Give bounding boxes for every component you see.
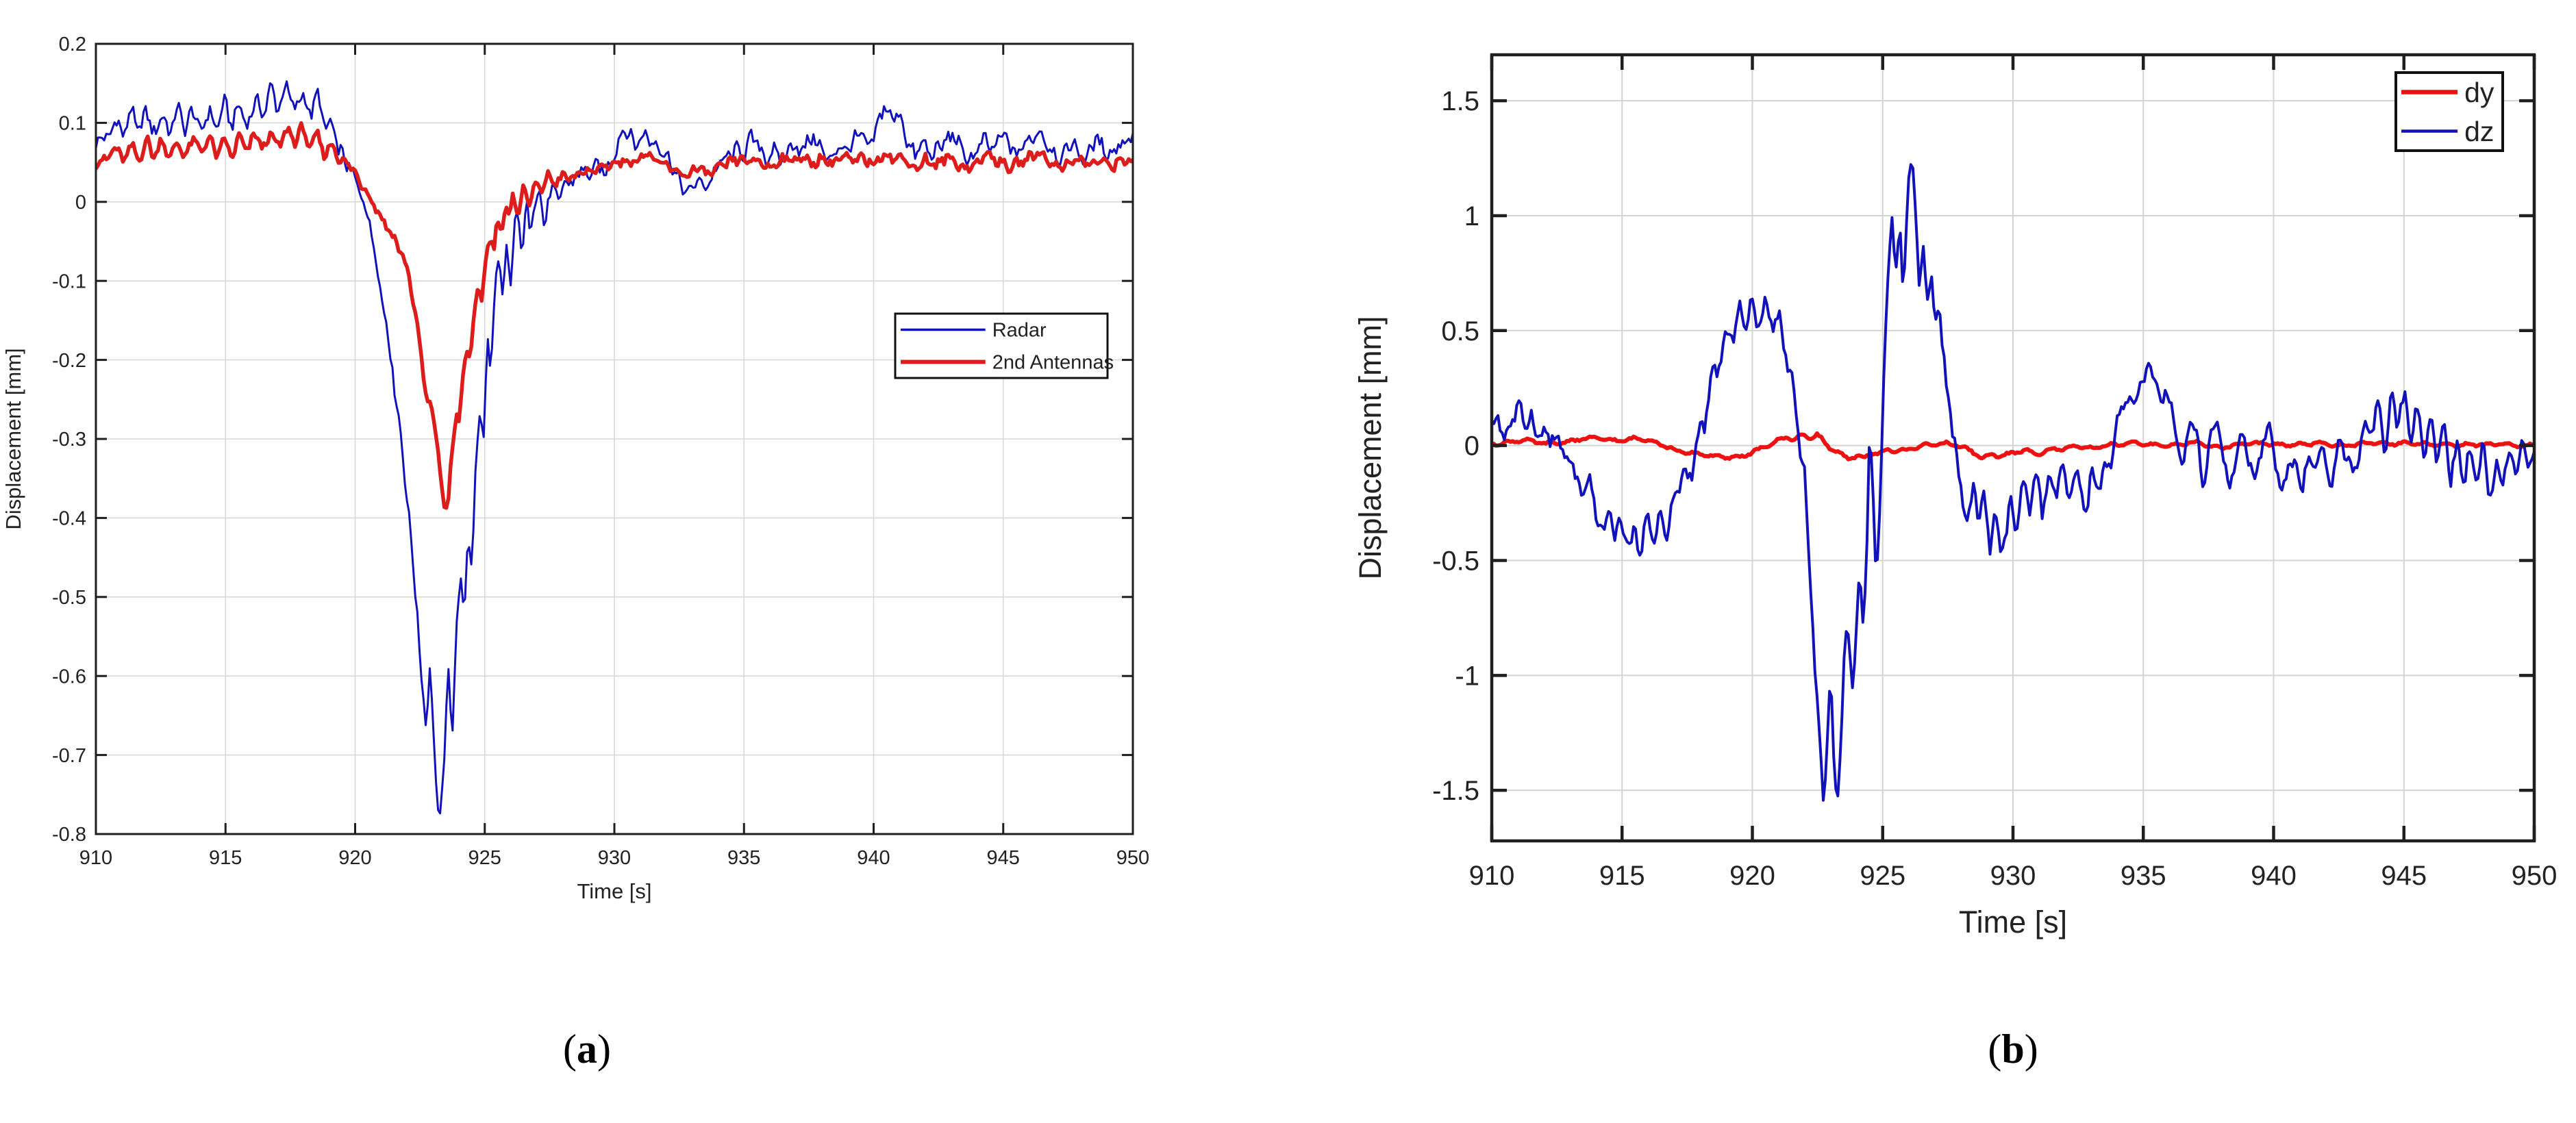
- chart-a-legend-label-Radar: Radar: [992, 320, 1047, 342]
- chart-b-figure: 910 915 920 925 930 935 940 945 950 1.5 1 0.5 0 -0.5 -…: [1336, 0, 2576, 1072]
- chart-a-ytick-label: -0.1: [52, 270, 86, 292]
- chart-a-xtick-label: 930: [598, 847, 631, 869]
- chart-b-xtick-label: 950: [2512, 861, 2558, 891]
- chart-a-ytick-labels: 0.2 0.1 0 -0.1 -0.2 -0.3 -0.4 -0.5 -0.6 -0.7 -0.8: [52, 34, 86, 846]
- chart-a-xtick-labels: 910 915 920 925 930 935 940 945 950: [79, 847, 1149, 869]
- chart-b-legend-box: [2394, 71, 2504, 152]
- chart-b-ytick-label: 1: [1464, 201, 1479, 231]
- chart-a-ytick-label: -0.8: [52, 824, 86, 846]
- chart-b-ylabel: Displacement [mm]: [1353, 316, 1388, 579]
- caption-b-close-paren: ): [2024, 1026, 2038, 1072]
- chart-a-xtick-label: 925: [468, 847, 501, 869]
- chart-a-legend-label-2nd Antennas: 2nd Antennas: [992, 352, 1114, 374]
- chart-a-ytick-label: -0.3: [52, 429, 86, 451]
- chart-b-ytick-label: 1.5: [1441, 86, 1479, 116]
- chart-b-plot: 910 915 920 925 930 935 940 945 950 1.5 1 0.5 0 -0.5 -…: [1353, 53, 2558, 939]
- chart-a-ytick-label: 0: [75, 192, 86, 214]
- chart-b-xtick-label: 945: [2381, 861, 2427, 891]
- chart-b-xtick-label: 915: [1599, 861, 1645, 891]
- chart-b-ytick-label: -1.5: [1432, 776, 1479, 806]
- caption-a-letter: a: [577, 1026, 597, 1072]
- chart-a-xtick-label: 935: [727, 847, 760, 869]
- chart-b-xtick-label: 930: [1990, 861, 2036, 891]
- chart-b-ytick-labels: 1.5 1 0.5 0 -0.5 -1 -1.5: [1432, 86, 1479, 806]
- chart-a-xtick-label: 915: [209, 847, 242, 869]
- chart-a-ytick-label: -0.5: [52, 587, 86, 609]
- chart-a-xtick-label: 950: [1116, 847, 1149, 869]
- chart-b-xtick-labels: 910 915 920 925 930 935 940 945 950: [1469, 861, 2558, 891]
- caption-b: (b): [1492, 1026, 2534, 1073]
- caption-a-close-paren: ): [597, 1026, 611, 1072]
- chart-b-xtick-label: 935: [2121, 861, 2166, 891]
- chart-a-ytick-label: -0.2: [52, 350, 86, 372]
- chart-b-xtick-label: 910: [1469, 861, 1515, 891]
- chart-a-plot: 910 915 920 925 930 935 940 945 950 0.2 0.1 0 -0.1 -0…: [1, 34, 1149, 903]
- caption-b-open-paren: (: [1988, 1026, 2002, 1072]
- chart-b-xlabel: Time [s]: [1959, 905, 2067, 939]
- chart-a-series-radar: [96, 80, 1133, 815]
- caption-a: (a): [68, 1026, 1105, 1073]
- chart-b-ytick-label: 0.5: [1441, 316, 1479, 346]
- chart-b-xtick-label: 925: [1860, 861, 1905, 891]
- chart-b-xtick-label: 920: [1729, 861, 1775, 891]
- chart-b-legend-label-dy: dy: [2464, 77, 2494, 108]
- chart-a-ylabel: Displacement [mm]: [1, 348, 25, 529]
- chart-a-xlabel: Time [s]: [577, 879, 651, 903]
- chart-a-tick-marks: [95, 42, 1134, 835]
- chart-a-xtick-label: 910: [79, 847, 112, 869]
- chart-b-series-group: [1492, 163, 2534, 802]
- chart-b-ytick-label: -1: [1455, 661, 1479, 691]
- chart-b-series-dz: [1492, 163, 2534, 802]
- caption-a-open-paren: (: [563, 1026, 577, 1072]
- chart-a-xtick-label: 920: [338, 847, 371, 869]
- chart-b-tick-marks: [1490, 55, 2536, 841]
- chart-a-ytick-label: 0.1: [59, 113, 86, 135]
- chart-b-legend-label-dz: dz: [2464, 116, 2494, 147]
- chart-a-figure: 910 915 920 925 930 935 940 945 950 0.2 0.1 0 -0.1 -0…: [0, 0, 1178, 1072]
- chart-a-xtick-label: 945: [987, 847, 1020, 869]
- chart-a-legend-box: [894, 312, 1109, 379]
- chart-a-series-group: [96, 80, 1133, 815]
- chart-a-ytick-label: -0.6: [52, 666, 86, 687]
- chart-a-ytick-label: -0.4: [52, 508, 86, 530]
- chart-a-series-2nd-antennas: [96, 121, 1133, 510]
- chart-a-xtick-label: 940: [857, 847, 890, 869]
- chart-b-ytick-label: 0: [1464, 431, 1479, 462]
- chart-a-ytick-label: 0.2: [59, 34, 86, 55]
- chart-a-ytick-label: -0.7: [52, 745, 86, 767]
- chart-b-legend: dy dz: [2394, 71, 2504, 152]
- caption-b-letter: b: [2001, 1026, 2025, 1072]
- chart-b-xtick-label: 940: [2251, 861, 2297, 891]
- chart-a-legend: Radar 2nd Antennas: [894, 312, 1114, 379]
- chart-b-ytick-label: -0.5: [1432, 546, 1479, 576]
